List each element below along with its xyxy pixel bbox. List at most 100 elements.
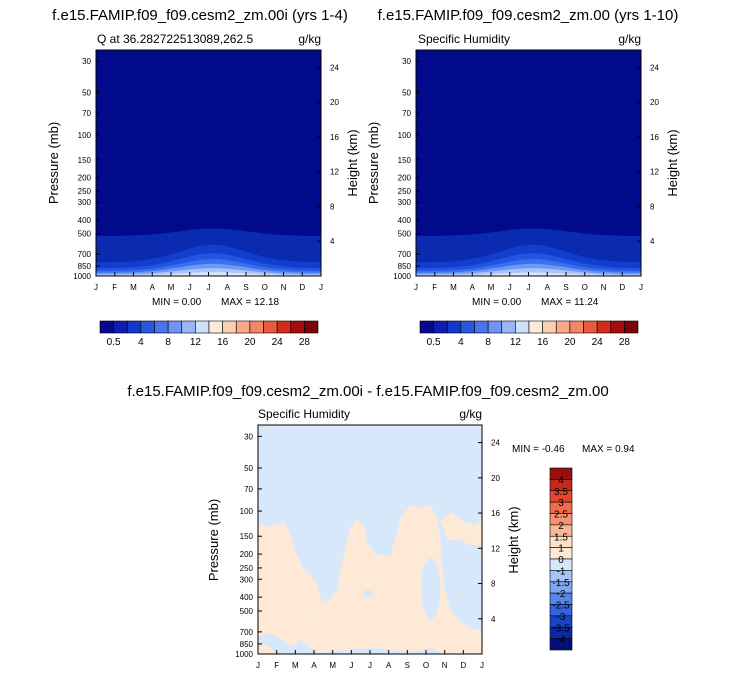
panel-2-x-tick-label: O <box>582 283 588 292</box>
panel-3-height-tick-label: 16 <box>491 509 500 518</box>
panel-2-y-tick-label: 70 <box>402 109 411 118</box>
panel-1-x-tick-label: A <box>225 283 231 292</box>
panel-3-colorbar-label: -2 <box>557 589 566 600</box>
panel-1-colorbar-box <box>208 320 223 334</box>
panel-2-y-tick-label: 850 <box>398 262 412 271</box>
panel-1-height-tick-label: 12 <box>330 168 339 177</box>
panel-1-x-tick-label: J <box>188 283 192 292</box>
panel-2-colorbar-box <box>555 320 571 334</box>
panel-3-colorbar: 43.532.521.510-1-1.5-2-2.5-3-3.5-4 <box>549 467 573 651</box>
panel-3-colorbar-label: 1 <box>558 544 564 555</box>
panel-2-y-tick-label: 400 <box>398 216 412 225</box>
panel-1-colorbar-label: 12 <box>190 337 202 348</box>
panel-1-colorbar-label: 28 <box>299 337 311 348</box>
panel-2-max-label: MAX = 11.24 <box>541 297 599 308</box>
panel-1-min-label: MIN = 0.00 <box>152 297 202 308</box>
panel-1-units: g/kg <box>298 32 321 46</box>
panel-3-x-tick-label: S <box>405 661 410 670</box>
panel-1-ylabel-right: Height (km) <box>345 129 360 196</box>
panel-2-height-tick-label: 20 <box>650 98 659 107</box>
panel-2-colorbar-box <box>569 320 584 334</box>
panel-1-x-tick-label: M <box>168 283 175 292</box>
panel-3-height-tick-label: 12 <box>491 544 500 553</box>
panel-1-colorbar-label: 4 <box>138 337 144 348</box>
panel-3-y-tick-label: 300 <box>240 575 254 584</box>
panel-1-x-tick-label: J <box>319 283 323 292</box>
panel-2-colorbar-box <box>433 320 448 334</box>
panel-2-y-tick-label: 200 <box>398 173 412 182</box>
panel-3-positive-region-east <box>440 512 482 545</box>
panel-1-colorbar-box <box>304 320 319 334</box>
panel-3-height-tick-label: 8 <box>491 580 496 589</box>
panel-2-colorbar-label: 4 <box>458 337 464 348</box>
panel-2-colorbar-label: 12 <box>510 337 522 348</box>
panel-3-colorbar-label: 4 <box>558 475 564 486</box>
panel-2-fills <box>416 228 641 276</box>
panel-3-subtitle: Specific Humidity <box>258 407 350 421</box>
panel-1-x-tick-label: F <box>112 283 117 292</box>
panel-1-y-tick-label: 150 <box>78 156 92 165</box>
panel-1-subtitle: Q at 36.282722513089,262.5 <box>97 32 253 46</box>
panel-1-colorbar: 0.5 4 8 12 16 20 24 28 <box>99 320 319 348</box>
panel-3-positive-region-main <box>298 505 482 654</box>
panel-1-colorbar-box <box>290 320 305 334</box>
panel-2-x-tick-label: J <box>508 283 512 292</box>
panel-2-x-tick-label: M <box>488 283 495 292</box>
panel-3-y-tick-label: 150 <box>240 532 254 541</box>
panel-1-x-tick-label: J <box>207 283 211 292</box>
panel-3-x-tick-label: O <box>423 661 429 670</box>
panel-1-y-tick-label: 70 <box>82 109 91 118</box>
panel-1-y-tick-label: 850 <box>78 262 92 271</box>
panel-1-height-tick-label: 4 <box>330 237 335 246</box>
panel-1-x-tick-label: O <box>262 283 268 292</box>
panel-3-height-tick-label: 4 <box>491 615 496 624</box>
panel-2-y-tick-label: 1000 <box>393 272 411 281</box>
panel-1-height-tick-label: 8 <box>330 202 335 211</box>
panel-2-height-tick-label: 16 <box>650 133 659 142</box>
panel-1-y-tick-label: 200 <box>78 173 92 182</box>
panel-1-fills <box>96 228 321 276</box>
panel-3-colorbar-label: 3.5 <box>554 487 568 498</box>
panel-2-x-tick-label: A <box>470 283 476 292</box>
panel-1-colorbar-box <box>167 320 183 334</box>
panel-3-y-tick-label: 850 <box>240 640 254 649</box>
panel-3-colorbar-label: 2.5 <box>554 510 568 521</box>
panel-3-y-tick-label: 400 <box>240 593 254 602</box>
panel-2-x-tick-label: J <box>527 283 531 292</box>
panel-3-x-tick-label: M <box>292 661 299 670</box>
panel-1-x-tick-label: D <box>299 283 305 292</box>
panel-3-x-tick-label: N <box>442 661 448 670</box>
panel-2-colorbar-label: 28 <box>619 337 631 348</box>
panel-3-x-tick-label: J <box>368 661 372 670</box>
panel-2-y-tick-label: 700 <box>398 250 412 259</box>
panel-3-y-tick-label: 500 <box>240 607 254 616</box>
panel-1-x-tick-label: M <box>130 283 137 292</box>
panel-1-y-tick-label: 400 <box>78 216 92 225</box>
panel-2-x-tick-label: J <box>414 283 418 292</box>
panel-2-x-tick-label: M <box>450 283 457 292</box>
panel-3-y-tick-label: 70 <box>244 485 253 494</box>
panel-1-y-tick-label: 100 <box>78 131 92 140</box>
panel-1-colorbar-box <box>154 320 169 334</box>
panel-2-x-tick-label: N <box>601 283 607 292</box>
panel-3-height-tick-label: 24 <box>491 439 500 448</box>
panel-3-x-tick-label: J <box>256 661 260 670</box>
panel-3-colorbar-label: 0 <box>558 555 564 566</box>
panel-1-y-tick-label: 300 <box>78 198 92 207</box>
panel-3-y-tick-label: 200 <box>240 550 254 559</box>
panel-2-y-tick-label: 30 <box>402 57 411 66</box>
panel-1-colorbar-label: 8 <box>165 337 171 348</box>
panel-2-y-tick-label: 300 <box>398 198 412 207</box>
panel-1-colorbar-box <box>249 320 264 334</box>
panel-2-colorbar-box <box>624 320 639 334</box>
panel-2-colorbar: 0.5 4 8 12 16 20 24 28 <box>419 320 639 348</box>
panel-2-y-tick-label: 100 <box>398 131 412 140</box>
panel-1-y-tick-label: 30 <box>82 57 91 66</box>
panel-3-colorbar-label: 3 <box>558 498 564 509</box>
panel-2-y-tick-label: 50 <box>402 88 411 97</box>
panel-1-colorbar-box <box>126 320 142 334</box>
panel-3: f.e15.FAMIP.f09_f09.cesm2_zm.00i - f.e15… <box>127 383 635 670</box>
